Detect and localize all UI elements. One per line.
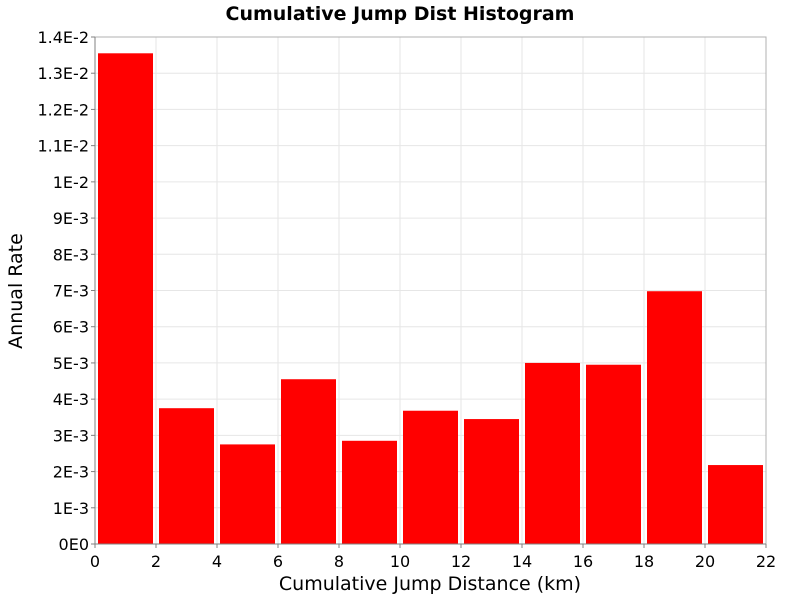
y-tick-label: 3E-3 xyxy=(53,426,89,445)
histogram-bar xyxy=(159,408,214,544)
x-tick-label: 8 xyxy=(334,552,344,571)
x-tick-label: 16 xyxy=(573,552,593,571)
y-tick-label: 2E-3 xyxy=(53,463,89,482)
y-tick-label: 6E-3 xyxy=(53,318,89,337)
histogram-bar xyxy=(464,419,519,544)
chart-title: Cumulative Jump Dist Histogram xyxy=(226,3,575,25)
histogram-bar xyxy=(525,362,580,544)
y-tick-label: 1.3E-2 xyxy=(37,64,89,83)
x-tick-label: 6 xyxy=(273,552,283,571)
histogram-bar xyxy=(98,53,153,545)
x-tick-label: 18 xyxy=(634,552,654,571)
y-tick-label: 4E-3 xyxy=(53,390,89,409)
x-tick-label: 4 xyxy=(212,552,222,571)
bars-layer xyxy=(98,53,763,545)
y-tick-label: 9E-3 xyxy=(53,209,89,228)
x-axis-label: Cumulative Jump Distance (km) xyxy=(279,573,581,595)
histogram-bar xyxy=(708,465,763,544)
x-tick-label: 10 xyxy=(390,552,410,571)
histogram-bar xyxy=(342,440,397,544)
y-tick-label: 1.1E-2 xyxy=(37,137,89,156)
y-tick-label: 8E-3 xyxy=(53,245,89,264)
y-tick-label: 1E-2 xyxy=(53,173,89,192)
histogram-bar xyxy=(403,410,458,544)
histogram-bar xyxy=(281,379,336,544)
histogram-bar xyxy=(220,444,275,544)
y-tick-label: 1E-3 xyxy=(53,499,89,518)
y-tick-label: 7E-3 xyxy=(53,282,89,301)
y-tick-label: 0E0 xyxy=(59,535,89,554)
x-tick-label: 22 xyxy=(756,552,776,571)
histogram-bar xyxy=(647,291,702,544)
x-tick-label: 14 xyxy=(512,552,532,571)
y-tick-label: 5E-3 xyxy=(53,354,89,373)
y-tick-label: 1.2E-2 xyxy=(37,100,89,119)
axes-layer: 0 2 4 6 8 10 12 14 16 18 20 22 0E0 1E-3 2E-3 3E-3 4E-3 5E… xyxy=(37,28,776,571)
histogram-bar xyxy=(586,364,641,544)
x-tick-label: 2 xyxy=(151,552,161,571)
x-tick-label: 12 xyxy=(451,552,471,571)
x-tick-label: 0 xyxy=(90,552,100,571)
x-tick-label: 20 xyxy=(695,552,715,571)
y-axis-label: Annual Rate xyxy=(5,233,27,349)
y-tick-label: 1.4E-2 xyxy=(37,28,89,47)
